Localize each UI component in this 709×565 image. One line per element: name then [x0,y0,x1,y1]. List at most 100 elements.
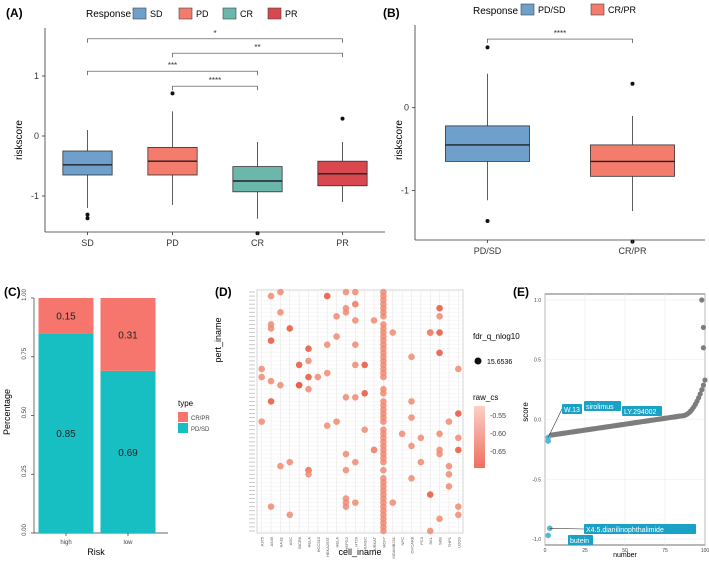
dot [305,373,312,381]
x-tick-label: 25 [582,548,588,554]
x-tick-label: low [123,540,133,546]
panel-b-ylabel: riskscore [394,120,405,160]
column-label: JURKAT [372,536,377,552]
column-label: BICR6 [297,536,302,549]
dot [342,394,350,401]
significance-label: * [213,29,216,38]
dot [445,418,453,425]
bar-label-cr-pr: 0.15 [56,312,76,323]
panel-e-ylabel: score [521,402,530,422]
legend-label: CR/PR [191,416,210,422]
dot [267,503,275,510]
dot [277,308,284,316]
legend-label: PD [196,9,209,19]
dot [305,466,312,474]
panel-a-ylabel: riskscore [14,120,25,160]
column-label: HT29 [353,536,358,547]
panel-a-legend-title: Response [86,9,131,20]
y-tick-label: 0.0 [534,418,541,424]
dot [352,288,359,296]
dot [342,503,350,510]
dot [333,333,340,340]
size-legend-dot [474,357,482,365]
dot [380,373,387,381]
dot [342,450,350,458]
column-label: MCF7 [381,536,386,548]
column-label: SKL [428,536,433,544]
panel-d: (D) pert_iname cell_iname A375 A549 HA1E AS… [213,285,520,559]
y-tick-label: 0.00 [22,524,28,536]
label-box [584,401,621,411]
label-leader [549,527,585,530]
box-cr [232,166,283,193]
dot [267,321,275,328]
y-tick-label: -1 [31,191,39,201]
x-tick-label: CR [251,238,264,248]
column-label: THP1 [447,536,452,547]
dot [286,325,294,332]
dot [352,361,359,369]
dot [352,458,359,466]
panel-b-plot: 0 -1 PD/SD CR/PR **** [401,25,705,256]
x-tick-label: PD/SD [474,246,502,256]
outlier-point [85,216,90,221]
outlier-point [485,218,490,223]
outlier-point [85,212,90,217]
dot [295,381,303,389]
column-label: HELA [335,537,340,548]
x-tick-label: SD [81,238,94,248]
dot [417,458,425,466]
legend-key [132,7,147,20]
dot [277,462,284,470]
dot [398,430,406,438]
dot [342,466,350,474]
dot [286,511,294,519]
panel-c-legend-title: type [178,399,194,408]
dot [352,499,359,506]
dot [455,503,462,510]
box-cr-pr [590,144,675,177]
significance-label: *** [168,61,177,70]
bar-label-pd-sd: 0.85 [56,429,76,440]
dot [370,317,378,324]
dot [305,357,312,365]
y-tick-label: -0.5 [532,477,541,483]
panel-d-ylabel: pert_iname [213,317,223,362]
outlier-point [630,81,635,86]
score-point [700,324,707,331]
y-tick-label: 1.00 [22,289,28,301]
x-tick-label: 50 [622,548,628,554]
panel-b-legend: PD/SD CR/PR [520,3,637,16]
dot [342,495,350,502]
x-tick-label: CR/PR [618,246,647,256]
y-tick-label: 0 [404,103,409,113]
column-label: U2OS [456,537,461,548]
y-tick-label: 1 [34,71,39,81]
panel-c: (C) Percentage Risk 0.00 0.25 0.50 0.75 1.00… [2,285,210,557]
legend-label: PD/SD [538,5,566,15]
label-box [622,406,662,416]
significance-bracket [87,70,258,76]
bar-label-pd-sd: 0.69 [118,448,138,459]
x-tick-label: high [60,540,71,546]
color-legend-tick: -0.60 [490,431,506,438]
outlier-point [340,116,345,121]
panel-b-legend-title: Response [473,6,518,17]
legend-label: CR [240,9,253,19]
dot [380,418,387,425]
dot [342,288,350,296]
significance-label: ** [254,43,260,52]
color-legend-tick: -0.55 [490,413,506,420]
label-box [562,404,582,414]
panel-c-xlabel: Risk [87,547,105,557]
dot [436,450,443,458]
column-label: HELA [307,537,312,548]
column-label: HEPG2 [344,536,349,550]
legend-key [222,7,237,20]
dot [389,329,397,336]
score-point [700,382,707,388]
column-label: PC3 [419,536,424,545]
dot [380,527,387,535]
legend-label: PD/SD [191,427,210,433]
legend-label: SD [150,9,163,19]
